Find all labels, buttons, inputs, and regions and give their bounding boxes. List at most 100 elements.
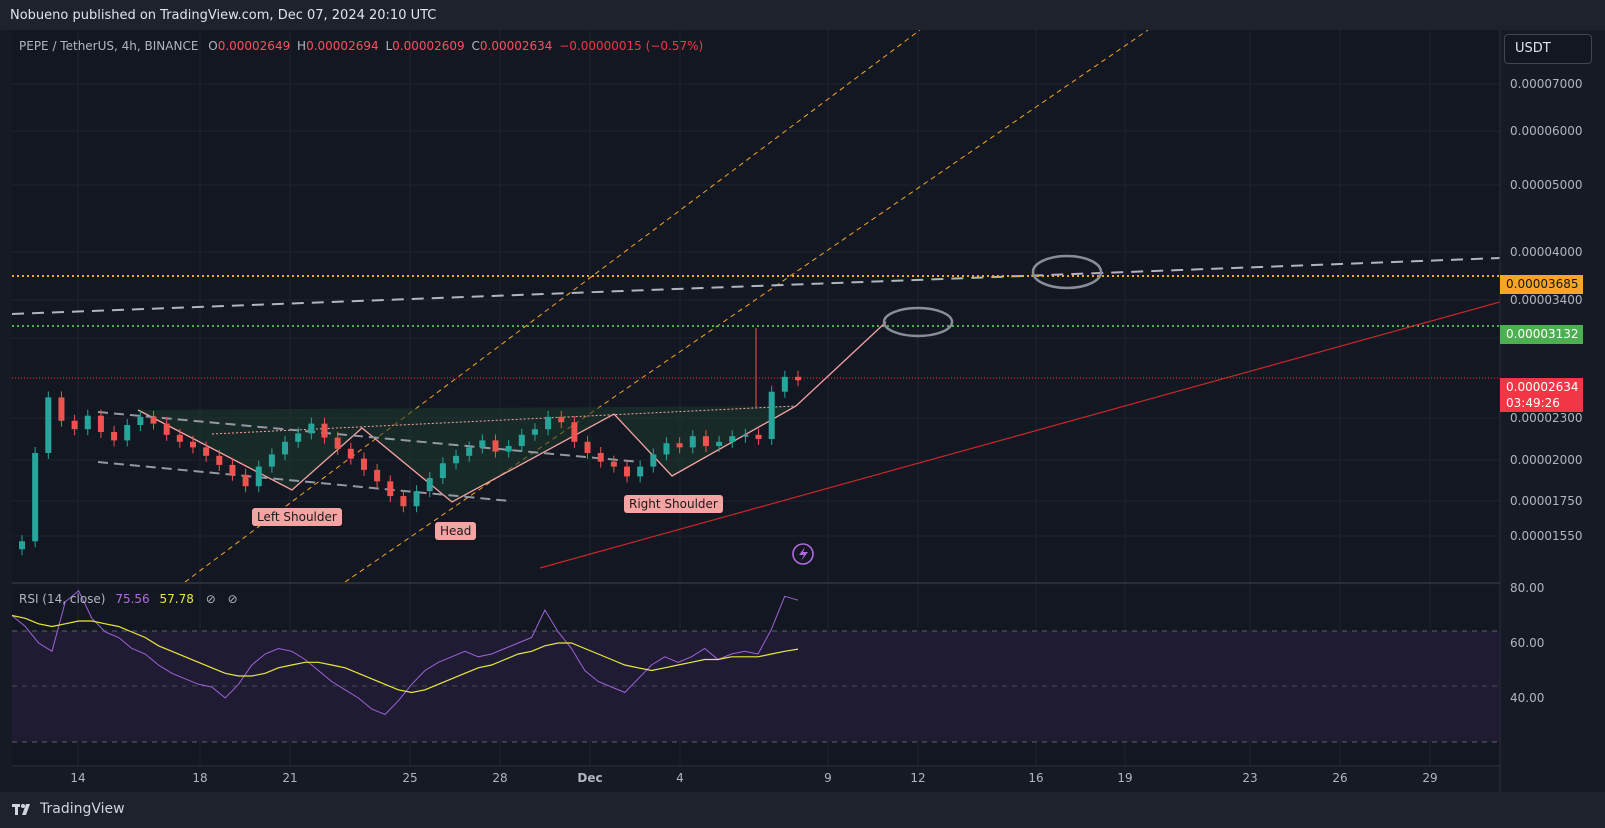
low-label: L (385, 39, 393, 53)
price-tag-green: 0.00003132 (1500, 325, 1583, 344)
price-tick-label: 0.00002000 (1510, 453, 1583, 467)
tradingview-logo[interactable]: TradingView (12, 801, 125, 817)
support-trend-line[interactable] (539, 301, 1500, 569)
candle-body (768, 391, 775, 439)
time-tick-label: 18 (192, 771, 207, 785)
label-head[interactable]: Head (435, 522, 477, 540)
close-value: 0.00002634 (479, 39, 553, 53)
pattern-outline[interactable] (137, 321, 887, 503)
price-tick-label: 0.00002300 (1510, 411, 1583, 425)
candle-body (189, 441, 196, 448)
candle-body (97, 415, 104, 432)
hide-icon[interactable]: ⊘ (205, 592, 216, 606)
change-value: −0.00000015 (−0.57%) (559, 39, 704, 53)
price-tag-orange: 0.00003685 (1500, 275, 1583, 294)
candle-body (571, 422, 578, 442)
time-tick-label: 21 (282, 771, 297, 785)
candle-body (32, 453, 39, 542)
candle-body (45, 397, 52, 453)
wedge-bottom[interactable] (97, 461, 511, 502)
rsi-tick-label: 40.00 (1510, 691, 1544, 705)
candle-body (742, 434, 749, 437)
candle-body (216, 455, 223, 465)
candle-body (400, 496, 407, 507)
candle-body (176, 434, 183, 442)
candle-body (689, 436, 696, 448)
time-tick-label: 26 (1332, 771, 1347, 785)
candle-body (387, 481, 394, 497)
candle-body (637, 466, 644, 477)
candle-body (610, 461, 617, 467)
footer: TradingView (0, 792, 1605, 828)
time-tick-label: 12 (910, 771, 925, 785)
candle-body (531, 429, 538, 435)
channel-line-upper[interactable] (184, 30, 921, 582)
price-tick-label: 0.00003400 (1510, 293, 1583, 307)
candle-body (492, 440, 499, 452)
time-tick-label: 25 (402, 771, 417, 785)
time-tick-label: 29 (1422, 771, 1437, 785)
last-price: 0.00002634 (1506, 380, 1579, 394)
open-value: 0.00002649 (217, 39, 291, 53)
symbol-legend[interactable]: PEPE / TetherUS, 4h, BINANCE O0.00002649… (19, 39, 703, 53)
candle-body (137, 416, 144, 425)
candle-body (781, 376, 788, 392)
price-chart[interactable]: 0.00007000 0.00006000 0.00005000 0.00004000… (0, 30, 1605, 792)
candle-body (229, 464, 236, 475)
candle-body (295, 433, 302, 442)
rsi-tick-label: 60.00 (1510, 636, 1544, 650)
hand-circle-upper[interactable] (1031, 254, 1103, 290)
price-tick-label: 0.00007000 (1510, 77, 1583, 91)
symbol-name: PEPE / TetherUS, 4h, BINANCE (19, 39, 199, 53)
open-label: O (208, 39, 218, 53)
time-tick-label: 23 (1242, 771, 1257, 785)
main-pane[interactable] (12, 30, 1500, 582)
candles[interactable] (19, 370, 801, 556)
currency-selector[interactable]: USDT (1504, 34, 1592, 64)
candle-body (347, 448, 354, 459)
candle-body (374, 469, 381, 482)
candle-body (71, 420, 78, 430)
time-tick-label: 19 (1117, 771, 1132, 785)
candle-body (255, 466, 262, 487)
label-left-shoulder[interactable]: Left Shoulder (252, 508, 342, 526)
rsi-tick-label: 80.00 (1510, 581, 1544, 595)
publish-header: Nobueno published on TradingView.com, De… (0, 0, 1605, 30)
flash-icon[interactable] (792, 543, 814, 565)
candle-body (558, 416, 565, 423)
candle-body (479, 440, 486, 448)
candle-body (755, 434, 762, 439)
time-tick-label: 16 (1028, 771, 1043, 785)
candle-body (505, 446, 512, 452)
candle-body (453, 455, 460, 464)
candle-body (795, 376, 801, 381)
candle-body (268, 454, 275, 467)
high-label: H (297, 39, 307, 53)
hand-circle-lower[interactable] (882, 306, 954, 338)
high-value: 0.00002694 (306, 39, 379, 53)
candle-body (650, 454, 657, 467)
candle-body (19, 541, 25, 550)
rsi-legend[interactable]: RSI (14, close) 75.56 57.78 ⊘ ⊘ (19, 592, 238, 606)
time-tick-label: Dec (577, 771, 602, 785)
candle-body (334, 437, 341, 449)
time-tick-label: 9 (824, 771, 832, 785)
time-tick-label: 28 (492, 771, 507, 785)
rsi-line[interactable] (12, 590, 799, 716)
rsi-value: 75.56 (115, 592, 150, 606)
rsi-ma-line[interactable] (12, 614, 799, 694)
long-trend-line[interactable] (12, 257, 1500, 315)
candle-body (308, 423, 315, 434)
close-label: C (471, 39, 480, 53)
label-right-shoulder[interactable]: Right Shoulder (624, 495, 723, 513)
wedge-top[interactable] (97, 411, 641, 463)
candle-body (360, 458, 367, 470)
channel-line-lower[interactable] (344, 30, 1149, 582)
candle-body (321, 423, 328, 438)
candle-body (676, 443, 683, 448)
candle-body (439, 463, 446, 479)
candle-body (242, 474, 249, 487)
candle-body (58, 397, 65, 421)
candle-body (597, 453, 604, 462)
hide-icon[interactable]: ⊘ (227, 592, 238, 606)
